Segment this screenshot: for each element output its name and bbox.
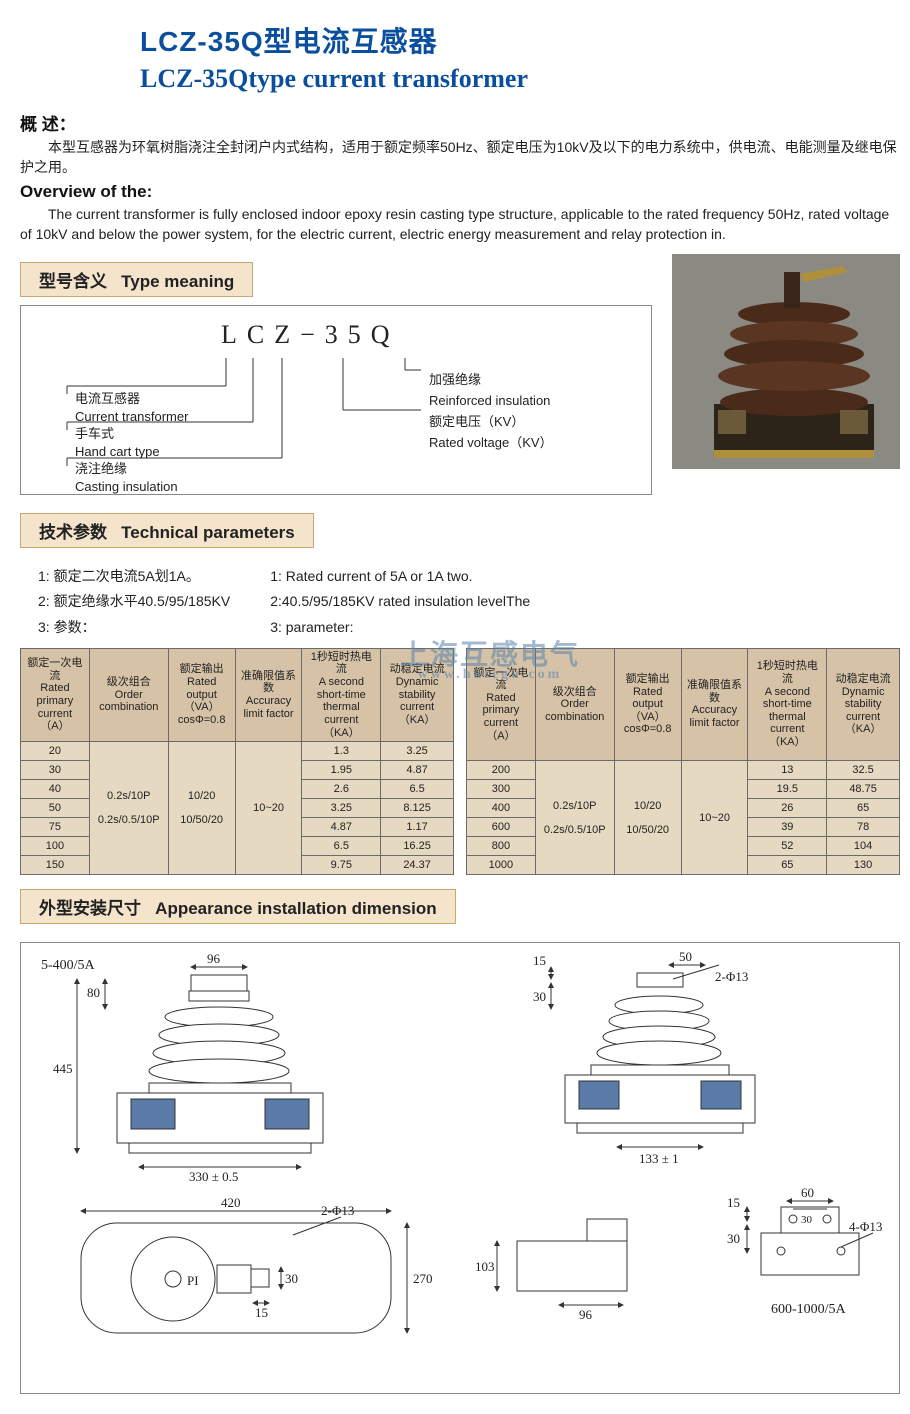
overview-label-cn: 概 述： [20, 110, 900, 135]
tm-left-4: 浇注绝缘 [75, 460, 188, 478]
title-cn: LCZ-35Q型电流互感器 [140, 20, 900, 60]
svg-text:96: 96 [579, 1307, 593, 1322]
svg-text:2-Φ13: 2-Φ13 [715, 969, 748, 984]
svg-text:330 ± 0.5: 330 ± 0.5 [189, 1169, 238, 1184]
svg-text:133 ± 1: 133 ± 1 [639, 1151, 679, 1166]
tm-right-2: 额定电压（KV） [429, 412, 553, 433]
svg-text:80: 80 [87, 985, 100, 1000]
svg-text:2-Φ13: 2-Φ13 [321, 1203, 354, 1218]
spec-table-2: 额定一次电流Rated primary current（A）级次组合Order … [466, 648, 900, 875]
tm-left-5: Casting insulation [75, 478, 188, 496]
tp-cn-1: 2: 额定绝缘水平40.5/95/185KV [38, 589, 230, 614]
section-dim: 外型安装尺寸 Appearance installation dimension [20, 889, 456, 924]
overview-label-en: Overview of the: [20, 182, 900, 202]
tp-cn-2: 3: 参数： [38, 615, 230, 640]
svg-text:30: 30 [533, 989, 546, 1004]
dimension-drawings: 5-400/5A 96 80 [20, 942, 900, 1394]
tm-left-3: Hand cart type [75, 443, 188, 461]
tm-left-0: 电流互感器 [75, 390, 188, 408]
overview-text-en: The current transformer is fully enclose… [20, 204, 900, 245]
tp-en-0: 1: Rated current of 5A or 1A two. [270, 564, 530, 589]
spec-table-1: 额定一次电流Rated primary current（A）级次组合Order … [20, 648, 454, 875]
svg-text:420: 420 [221, 1195, 241, 1210]
overview-text-cn: 本型互感器为环氧树脂浇注全封闭户内式结构，适用于额定频率50Hz、额定电压为10… [20, 137, 900, 178]
dim-cn: 外型安装尺寸 [39, 899, 141, 918]
svg-text:600-1000/5A: 600-1000/5A [771, 1302, 847, 1317]
tech-en: Technical parameters [121, 523, 295, 542]
svg-text:15: 15 [255, 1305, 268, 1320]
tm-left-1: Current transformer [75, 408, 188, 426]
tm-left-2: 手车式 [75, 425, 188, 443]
title-en: LCZ-35Qtype current transformer [140, 64, 900, 94]
svg-text:30: 30 [285, 1271, 298, 1286]
svg-text:30: 30 [727, 1231, 740, 1246]
svg-text:103: 103 [475, 1259, 495, 1274]
dimension-svg: 5-400/5A 96 80 [21, 943, 891, 1363]
svg-text:PI: PI [187, 1273, 199, 1288]
svg-text:96: 96 [207, 951, 221, 966]
svg-text:15: 15 [727, 1195, 740, 1210]
transformer-icon [672, 254, 900, 469]
type-meaning-en: Type meaning [121, 272, 234, 291]
svg-text:4-Φ13: 4-Φ13 [849, 1219, 882, 1234]
dim-en: Appearance installation dimension [155, 899, 437, 918]
model-string: LCZ−35Q [221, 320, 631, 350]
section-type-meaning: 型号含义 Type meaning [20, 262, 253, 297]
tech-cn: 技术参数 [39, 523, 107, 542]
type-meaning-diagram: LCZ−35Q 电流互感器 Current transformer [20, 305, 652, 495]
svg-text:445: 445 [53, 1061, 73, 1076]
svg-text:50: 50 [679, 949, 692, 964]
tp-en-1: 2:40.5/95/185KV rated insulation levelTh… [270, 589, 530, 614]
type-meaning-cn: 型号含义 [39, 272, 107, 291]
section-tech: 技术参数 Technical parameters [20, 513, 314, 548]
svg-text:60: 60 [801, 1185, 814, 1200]
product-photo [672, 254, 900, 469]
tp-en-2: 3: parameter: [270, 615, 530, 640]
svg-text:15: 15 [533, 953, 546, 968]
svg-text:30: 30 [801, 1214, 813, 1226]
svg-text:270: 270 [413, 1271, 433, 1286]
tp-cn-0: 1: 额定二次电流5A划1A。 [38, 564, 230, 589]
tm-right-0: 加强绝缘 [429, 370, 553, 391]
tm-right-3: Rated voltage（KV） [429, 433, 553, 454]
tm-right-1: Reinforced insulation [429, 391, 553, 412]
svg-text:5-400/5A: 5-400/5A [41, 958, 96, 973]
